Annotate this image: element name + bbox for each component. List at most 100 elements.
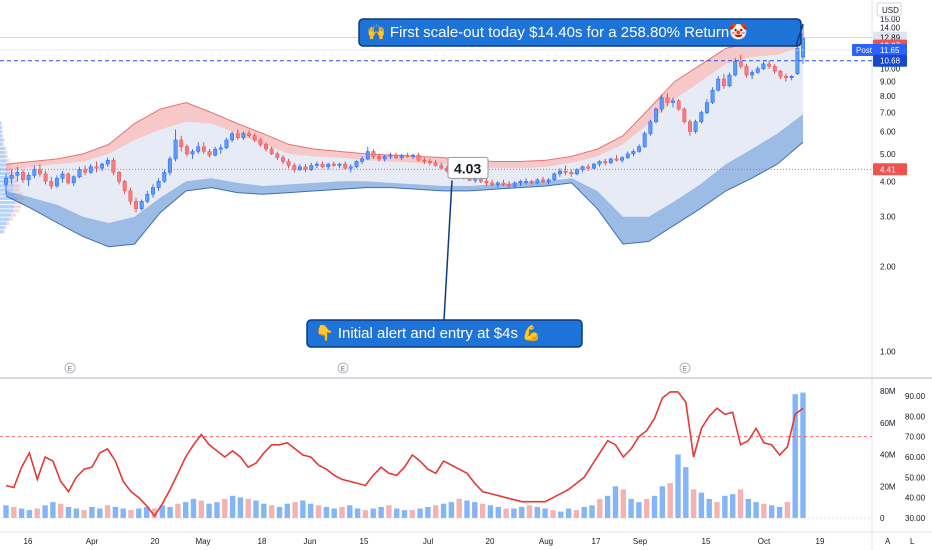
candle-body — [37, 169, 42, 175]
candle-body — [54, 178, 59, 187]
volume-bar — [565, 508, 572, 518]
volume-bar — [745, 498, 751, 518]
candle — [614, 155, 619, 162]
scale-out-pointer — [795, 23, 804, 47]
candle — [603, 158, 608, 166]
candle-body — [4, 178, 8, 185]
volume-bar — [58, 503, 64, 518]
candle-body — [241, 133, 246, 139]
candle-body — [394, 154, 398, 158]
volume-profile-bar — [0, 221, 7, 225]
volume-bar — [386, 505, 392, 518]
volume-bar — [198, 500, 204, 518]
candle — [546, 178, 551, 185]
volume-profile-bar — [3, 230, 5, 234]
candle — [179, 135, 184, 152]
candle-body — [128, 190, 133, 202]
volume-bar — [120, 508, 126, 518]
candle-body — [224, 139, 229, 149]
volume-bar — [753, 502, 759, 518]
candle — [60, 171, 65, 183]
candle-body — [659, 97, 664, 110]
candle — [269, 146, 274, 156]
candle — [134, 197, 138, 213]
candle-body — [620, 157, 625, 161]
volume-bar — [222, 498, 228, 518]
volume-bar — [784, 502, 791, 518]
volume-profile-bar — [14, 205, 21, 209]
price-tag — [873, 163, 907, 176]
candle — [738, 54, 743, 69]
candle-body — [563, 170, 568, 173]
scale-out-callout-text: 🙌 First scale-out today $14.40s for a 25… — [367, 23, 748, 41]
volume-tick-label: 40M — [880, 451, 896, 460]
volume-profile-bar — [0, 217, 9, 221]
candle-body — [326, 163, 331, 168]
volume-bar — [81, 510, 87, 518]
candle — [552, 172, 557, 182]
candle-body — [218, 147, 223, 150]
candle-body — [111, 159, 116, 173]
volume-profile-bar — [0, 184, 14, 188]
candle-body — [558, 170, 562, 175]
volume-profile-bar — [2, 134, 4, 138]
volume-bar — [269, 505, 275, 518]
volume-profile-bar — [0, 130, 2, 134]
candle-body — [60, 173, 65, 179]
candle — [343, 161, 348, 170]
volume-bar — [136, 508, 142, 518]
volume-profile-bar — [0, 159, 7, 163]
candle — [524, 178, 528, 185]
candle — [354, 160, 359, 169]
volume-profile-bar — [0, 188, 14, 192]
candle — [631, 149, 636, 157]
candle-body — [744, 66, 749, 76]
volume-bar — [50, 502, 56, 518]
candle — [563, 165, 568, 176]
candle — [750, 70, 755, 79]
candle-body — [755, 68, 760, 73]
volume-profile-bar — [13, 209, 20, 213]
candle-body — [173, 139, 178, 160]
rsi-tick-label: 90.00 — [905, 392, 926, 401]
volume-profile-bar — [0, 213, 11, 217]
volume-bar — [73, 508, 79, 518]
x-tick-label: Aug — [539, 537, 553, 546]
upper-band-fill — [6, 34, 803, 171]
candle-body — [507, 184, 512, 187]
candle — [314, 161, 319, 169]
candle — [377, 153, 382, 162]
candle — [428, 158, 432, 166]
volume-bar — [714, 502, 720, 518]
volume-bar — [331, 508, 337, 518]
candle-body — [184, 146, 189, 155]
entry-price-label: 4.03 — [454, 160, 481, 176]
candle-body — [105, 159, 110, 165]
candle — [258, 137, 263, 147]
volume-profile-bar — [11, 213, 16, 217]
price-tick-label: 6.00 — [880, 128, 896, 137]
entry-price-box — [447, 156, 489, 179]
candle-body — [405, 154, 410, 157]
volume-bar — [128, 510, 134, 518]
lower-band-line — [5, 141, 804, 248]
volume-bar — [503, 508, 509, 518]
volume-profile-bar — [9, 171, 15, 175]
price-tick-label: 14.00 — [880, 23, 901, 32]
candle-body — [546, 179, 551, 182]
volume-bar — [550, 510, 556, 518]
candle-body — [269, 148, 274, 155]
volume-bar — [206, 503, 212, 518]
volume-bar — [667, 483, 673, 518]
volume-bar — [378, 506, 384, 518]
lower-band-fill — [6, 114, 803, 247]
volume-profile-bar — [13, 184, 21, 188]
volume-profile-bar — [0, 196, 17, 200]
volume-bar — [394, 508, 400, 518]
candle — [727, 72, 732, 88]
x-tick-label: 16 — [24, 537, 33, 546]
candle-body — [767, 63, 772, 67]
candle — [184, 144, 189, 157]
volume-bar — [143, 506, 150, 518]
